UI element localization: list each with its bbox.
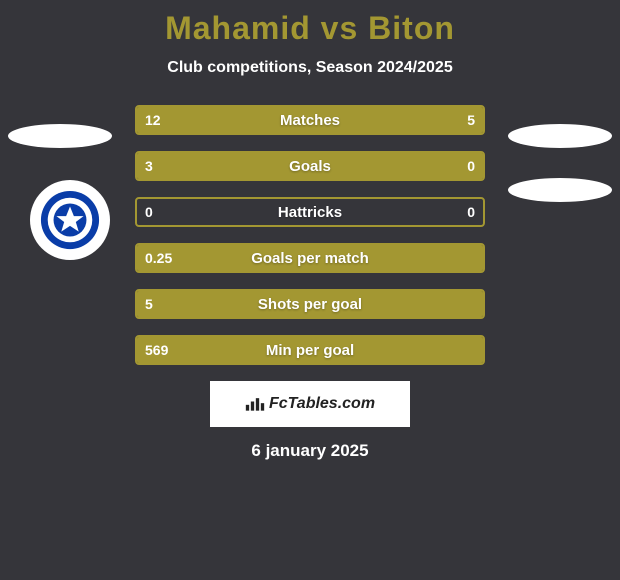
stat-row: 30Goals [135,151,485,181]
bar-chart-icon [245,396,265,412]
page-title: Mahamid vs Biton [0,0,620,47]
stat-label: Min per goal [135,335,485,365]
stat-label: Hattricks [135,197,485,227]
stat-row: 0.25Goals per match [135,243,485,273]
stat-row: 5Shots per goal [135,289,485,319]
comparison-chart: 125Matches 30Goals 00Hattricks 0.25Goals pe… [0,105,620,365]
player-right-badge-2 [508,178,612,202]
stat-label: Goals per match [135,243,485,273]
club-logo [30,180,110,260]
stat-label: Matches [135,105,485,135]
snapshot-date: 6 january 2025 [0,441,620,461]
fctables-label: FcTables.com [269,395,375,413]
subtitle: Club competitions, Season 2024/2025 [0,59,620,77]
stat-row: 125Matches [135,105,485,135]
stat-row: 569Min per goal [135,335,485,365]
stat-label: Shots per goal [135,289,485,319]
soccer-club-icon [39,189,101,251]
player-left-badge [8,124,112,148]
stat-label: Goals [135,151,485,181]
stat-row: 00Hattricks [135,197,485,227]
player-right-badge [508,124,612,148]
fctables-watermark: FcTables.com [210,381,410,427]
